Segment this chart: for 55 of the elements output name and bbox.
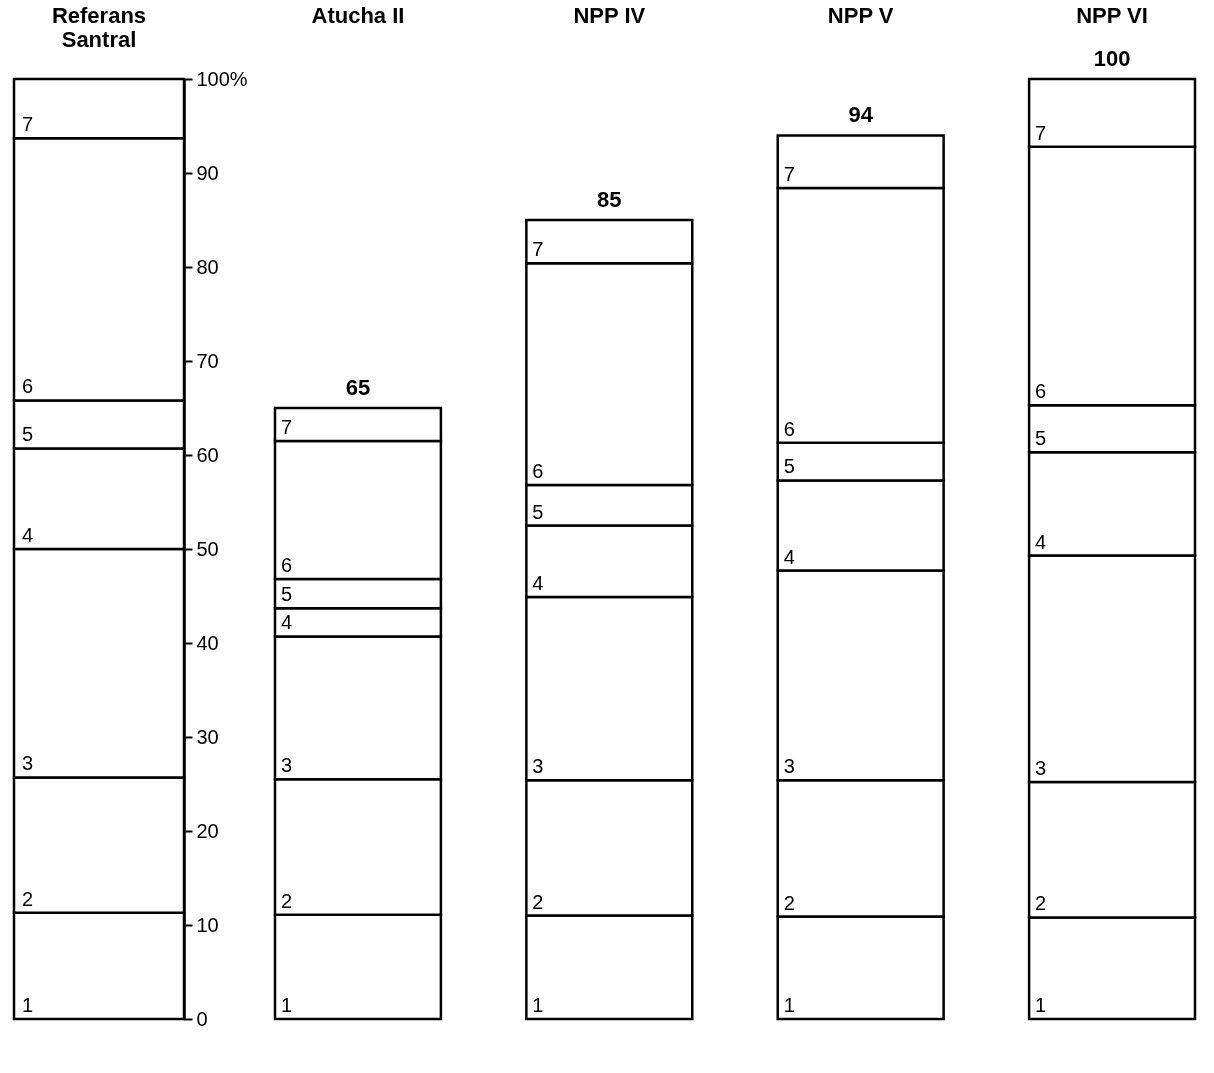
y-tick-label: 60 [196,443,219,466]
series-label: 4 [22,524,34,546]
series-label: 7 [22,113,34,136]
y-tick-label: 100% [196,67,248,90]
text: 5 [783,455,795,478]
text: 2 [280,889,293,912]
text: 6 [1035,380,1047,403]
text: 5 [1035,427,1047,450]
y-tick-label: 40 [196,631,219,654]
x-tick-label: NPP V [827,2,894,28]
text: 5 [280,583,293,606]
y-tick-label: 30 [196,725,219,748]
text: 1 [783,994,795,1016]
x-tick-label: Referans Santral [51,2,147,52]
series-label: 3 [22,752,34,775]
y-tick-label: 80 [196,255,219,278]
text: 6 [280,554,293,577]
y-tick-label: 90 [196,161,219,184]
text: 3 [532,755,544,778]
text: 3 [1035,757,1047,780]
text: 7 [532,238,544,261]
text: 5 [532,500,544,523]
text: 2 [532,890,544,913]
x-tick-label: NPP VI [1076,2,1148,28]
series-label: 1 [22,994,34,1016]
text: 1 [280,994,293,1016]
y-tick-label: 10 [196,913,219,936]
series-label: 6 [22,375,34,398]
text: 4 [532,571,544,594]
y-tick-label: 70 [196,349,219,372]
text: 4 [783,545,795,568]
total-label: 65 [345,375,371,400]
y-tick-label: 20 [196,819,219,842]
text: 7 [1035,121,1047,144]
y-tick-label: 0 [196,1007,208,1030]
x-tick-label: NPP IV [573,2,646,28]
series-label: 2 [22,887,34,910]
text: 3 [783,755,795,778]
x-tick-label: Atucha II [311,2,405,28]
text: 1 [532,994,544,1016]
text: 6 [532,460,544,483]
text: 7 [783,163,795,186]
text: 7 [280,415,293,438]
text: 2 [1035,892,1047,915]
total-label: 100 [1093,46,1131,71]
text: 1 [1035,994,1047,1016]
text: 4 [280,611,293,634]
text: 3 [280,754,293,777]
series-label: 5 [22,423,34,446]
total-label: 94 [848,102,874,128]
y-tick-label: 50 [196,537,219,560]
text: 6 [783,417,795,440]
total-label: 85 [597,187,622,212]
text: 4 [1035,530,1047,553]
text: 2 [783,891,795,914]
